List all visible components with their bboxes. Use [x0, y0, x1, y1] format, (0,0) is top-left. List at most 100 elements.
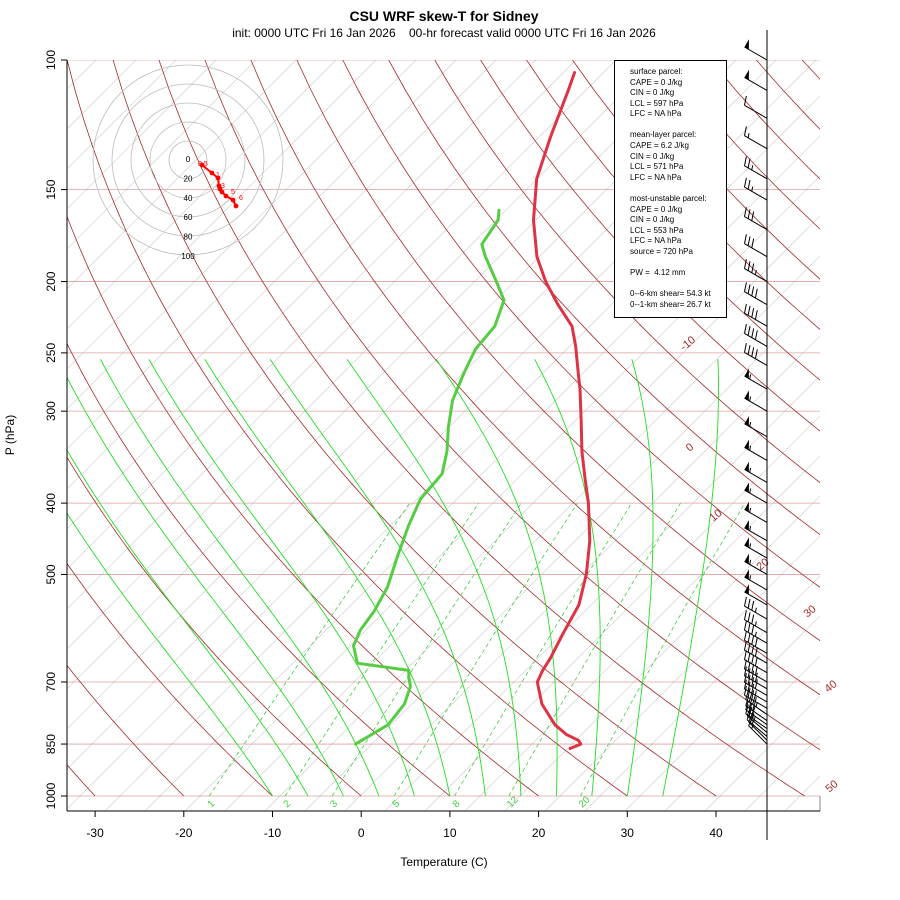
wind-barb-full [743, 596, 747, 607]
chart-title: CSU WRF skew-T for Sidney [349, 8, 538, 24]
most-unstable-lcl: LCL = 553 hPa [630, 225, 684, 235]
x-tick-label: 40 [709, 826, 723, 840]
wind-barb-full [743, 630, 747, 641]
wind-barb-full [747, 598, 751, 609]
dry-adiabat-line [801, 60, 820, 80]
wind-barb-staff [744, 135, 768, 150]
wind-barb-full [743, 156, 747, 166]
wind-barb-full [745, 690, 749, 700]
wind-barb-full [745, 704, 749, 714]
wind-barb-full [754, 679, 758, 689]
temperature-trace [532, 71, 592, 750]
mixing-ratio-label: 5 [391, 798, 403, 810]
skew-grid-line [664, 655, 820, 811]
wind-barb-half [754, 270, 757, 275]
dry-adiabat-label: 0 [684, 441, 696, 454]
wind-barb-staff [744, 489, 768, 504]
wind-barb [743, 685, 768, 709]
dry-adiabat-label: -10 [678, 334, 698, 353]
dry-adiabat-line [480, 60, 820, 432]
skew-grid-line [67, 60, 457, 450]
dry-adiabat-line [526, 60, 820, 381]
wind-barb-half [749, 488, 752, 494]
skew-grid-line [344, 335, 820, 811]
mixing-ratio-line [208, 502, 411, 797]
mean-layer-cape: CAPE = 6.2 J/kg [630, 141, 689, 151]
dry-adiabat-label: 30 [802, 603, 819, 620]
parcel-stats-box: surface parcel: CAPE = 0 J/kg CIN = 0 J/… [614, 60, 727, 318]
wind-barb [744, 368, 768, 390]
wind-barb-full [747, 284, 751, 294]
moist-adiabat-line [67, 449, 309, 797]
wind-barb [744, 482, 768, 504]
wind-barb-full [745, 696, 749, 706]
wind-barb-full [751, 625, 755, 635]
wind-barb-full [743, 343, 747, 353]
wind-barb-full [743, 324, 747, 334]
wind-barb [743, 596, 768, 620]
wind-barb-half [754, 607, 757, 613]
hodograph-ring [92, 64, 284, 256]
wind-barb-full [751, 211, 755, 221]
hodograph-point [215, 175, 221, 181]
moist-adiabat-line [435, 358, 558, 797]
wind-barb-staff [744, 576, 768, 591]
wind-barb-full [754, 310, 758, 320]
mixing-ratio-label: 1 [206, 798, 218, 810]
skew-grid-line [744, 735, 820, 811]
wind-barb-staff [744, 527, 768, 542]
mean-layer-lcl: LCL = 571 hPa [630, 162, 684, 172]
wind-barb-flag [744, 569, 749, 580]
hodograph-ring-label: 40 [184, 194, 193, 203]
wind-barb-full [743, 650, 747, 660]
wind-barb [743, 177, 768, 201]
wind-barb-staff [744, 694, 768, 709]
wind-barb-flag [744, 39, 749, 50]
wind-barb-full [743, 303, 747, 314]
wind-barb-staff [744, 312, 768, 327]
wind-barb-staff [748, 725, 768, 745]
skew-grid-line [67, 60, 617, 610]
wind-barb [743, 282, 768, 306]
wind-barb-staff [744, 629, 768, 644]
wind-barb-half [749, 421, 752, 427]
mixing-ratio-label: 12 [505, 794, 521, 810]
wind-barb-full [747, 158, 751, 168]
y-tick-label: 100 [44, 50, 58, 70]
moist-adiabat-line [662, 359, 719, 797]
wind-barb-full [748, 706, 753, 717]
wind-barb [743, 610, 768, 634]
wind-barb-staff [744, 605, 768, 620]
wind-barb-half [749, 575, 752, 581]
wind-barb-full [747, 633, 751, 643]
wind-barb-full [751, 286, 755, 296]
wind-barb [745, 700, 768, 726]
wind-barb [743, 650, 768, 674]
wind-barb [744, 415, 768, 438]
wind-barb-full [754, 665, 758, 676]
wind-barb [743, 659, 768, 683]
moist-adiabat-line [148, 358, 415, 797]
hodograph-ring [130, 102, 246, 218]
hodograph-ring-label: 0 [186, 155, 191, 164]
wind-barb-full [747, 209, 751, 219]
wind-barb-staff [744, 268, 768, 282]
wind-barb-full [754, 647, 758, 657]
skew-grid-line [424, 415, 820, 811]
skew-grid-line [67, 60, 537, 530]
wind-barb-staff [744, 619, 768, 634]
wind-barb-full [751, 635, 755, 645]
hodograph-height-label: 0.5 [198, 161, 208, 168]
wind-barb [743, 156, 768, 180]
dry-adiabat-line [388, 60, 820, 536]
y-tick-label: 150 [44, 179, 58, 199]
wind-barb-full [752, 705, 756, 715]
wind-barb-half [754, 631, 757, 637]
wind-barb [744, 501, 768, 523]
hodograph-ring [168, 140, 208, 180]
surface-lcl: LCL = 597 hPa [630, 98, 684, 108]
wind-barb-staff [746, 719, 768, 737]
dry-adiabat-line [434, 60, 820, 484]
